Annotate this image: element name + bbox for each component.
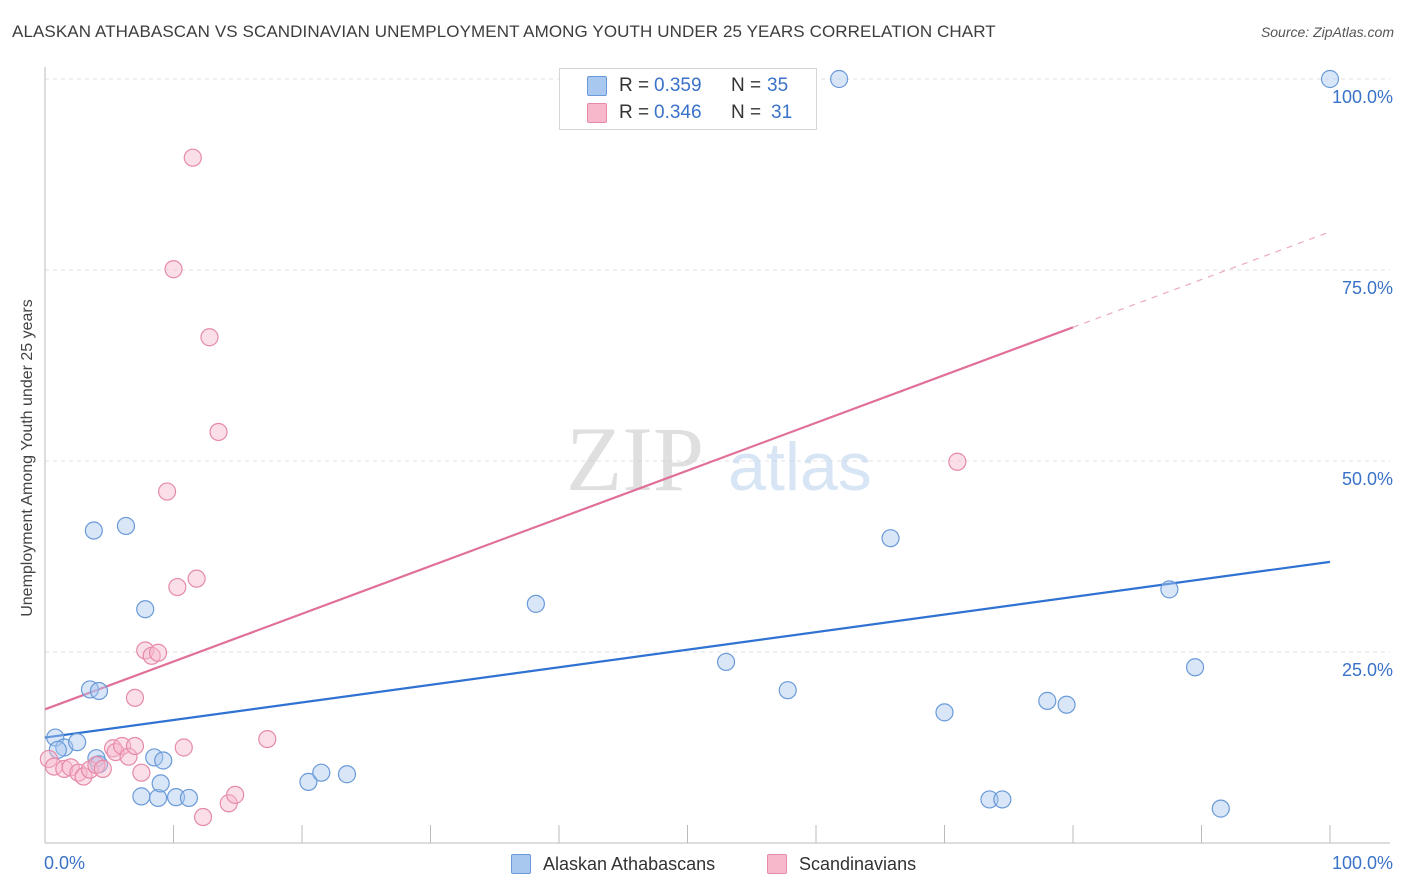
legend-item-athabascans: Alaskan Athabascans: [511, 852, 715, 876]
y-axis-label: Unemployment Among Youth under 25 years: [19, 299, 36, 617]
athabascan-point: [1185, 658, 1205, 677]
scandinavian-point: [74, 767, 93, 786]
scandinavian-point: [200, 328, 219, 347]
scandinavian-point: [119, 747, 138, 766]
legend-n-value: 35: [767, 75, 789, 96]
legend-label-scandinavians: Scandinavians: [799, 853, 917, 874]
athabascan-point: [132, 787, 151, 806]
legend-r-label: R =: [619, 75, 650, 96]
athabascan-point: [1160, 580, 1179, 599]
legend-n-label: N =: [731, 75, 762, 96]
athabascan-point: [881, 529, 900, 548]
legend-n-value: 31: [771, 102, 793, 123]
legend-swatch-scandinavians: [767, 854, 787, 874]
scandinavian-point: [193, 807, 213, 827]
athabascan-point: [154, 751, 173, 770]
correlation-legend: R = 0.359 N = 35 R = 0.346 N = 31: [559, 68, 817, 130]
y-tick-label: 75.0%: [1342, 278, 1393, 298]
athabascan-point: [299, 772, 318, 791]
legend-r-value: 0.359: [654, 75, 702, 96]
scandinavian-point: [209, 422, 228, 442]
athabascan-point: [778, 681, 797, 700]
legend-label-athabascans: Alaskan Athabascans: [543, 853, 716, 874]
athabascan-point: [312, 763, 331, 782]
scandinavian-point: [55, 759, 74, 778]
scandinavian-point: [258, 729, 277, 749]
watermark-zip: ZIP: [566, 408, 704, 510]
scandinavian-point: [125, 688, 145, 707]
watermark-atlas: atlas: [728, 429, 872, 505]
athabascan-point: [830, 69, 849, 89]
athabascan-point: [68, 733, 87, 752]
legend-r-label: R =: [619, 102, 650, 123]
scandinavian-point: [157, 482, 177, 501]
athabascan-point: [136, 600, 155, 619]
athabascan-point: [1211, 799, 1230, 818]
legend-item-scandinavians: Scandinavians: [767, 852, 916, 876]
x-tick-label-max: 100.0%: [1332, 853, 1393, 873]
source-label: Source: ZipAtlas.com: [1260, 24, 1394, 40]
legend-swatch-athabascan: [587, 76, 607, 96]
axes: [44, 67, 1390, 844]
athabascan-point: [1320, 69, 1340, 89]
athabascan-point: [993, 790, 1012, 809]
athabascan-point: [89, 681, 109, 701]
legend-r-value: 0.346: [654, 102, 702, 123]
scandinavian-point: [226, 785, 245, 804]
legend-swatch-athabascans: [511, 854, 531, 874]
scandinavian-point: [148, 643, 168, 662]
athabascan-point: [1057, 695, 1076, 714]
athabascan-point: [935, 703, 954, 722]
y-tick-label: 50.0%: [1342, 469, 1393, 489]
athabascan-point: [980, 790, 999, 809]
athabascan-point: [179, 788, 199, 808]
x-tick-label-min: 0.0%: [44, 853, 85, 873]
trend-line-athabascans: [44, 560, 1331, 739]
scandinavian-point: [948, 452, 967, 471]
scandinavian-point: [174, 738, 193, 757]
athabascan-point: [80, 680, 100, 699]
athabascan-point: [116, 516, 136, 536]
athabascan-point: [526, 594, 545, 613]
data-points: [39, 69, 1340, 827]
scandinavian-point: [168, 577, 187, 597]
scandinavian-point: [187, 569, 206, 588]
athabascan-point: [151, 774, 170, 793]
athabascan-point: [166, 788, 186, 807]
athabascan-point: [337, 765, 357, 784]
athabascan-point: [716, 652, 736, 672]
trend-lines: [44, 231, 1331, 739]
scandinavian-point: [125, 736, 145, 756]
athabascan-point: [84, 521, 103, 540]
trend-line-scandinavians: [44, 326, 1074, 711]
scandinavian-point: [164, 260, 183, 279]
y-tick-label: 100.0%: [1332, 87, 1393, 107]
scandinavian-point: [93, 759, 112, 778]
y-tick-label: 25.0%: [1342, 660, 1393, 680]
chart-title: ALASKAN ATHABASCAN VS SCANDINAVIAN UNEMP…: [12, 22, 996, 41]
legend-swatch-scandinavian: [587, 103, 607, 123]
athabascan-point: [148, 788, 168, 808]
legend-n-label: N =: [731, 102, 762, 123]
scandinavian-point: [132, 763, 151, 782]
tick-labels: 25.0% 50.0% 75.0% 100.0% 0.0% 100.0%: [44, 87, 1393, 873]
athabascan-point: [1038, 691, 1057, 710]
scandinavian-point: [112, 736, 132, 756]
scandinavian-point: [183, 148, 202, 167]
gridlines: [45, 78, 1390, 653]
trend-line-extension: [1072, 231, 1331, 328]
